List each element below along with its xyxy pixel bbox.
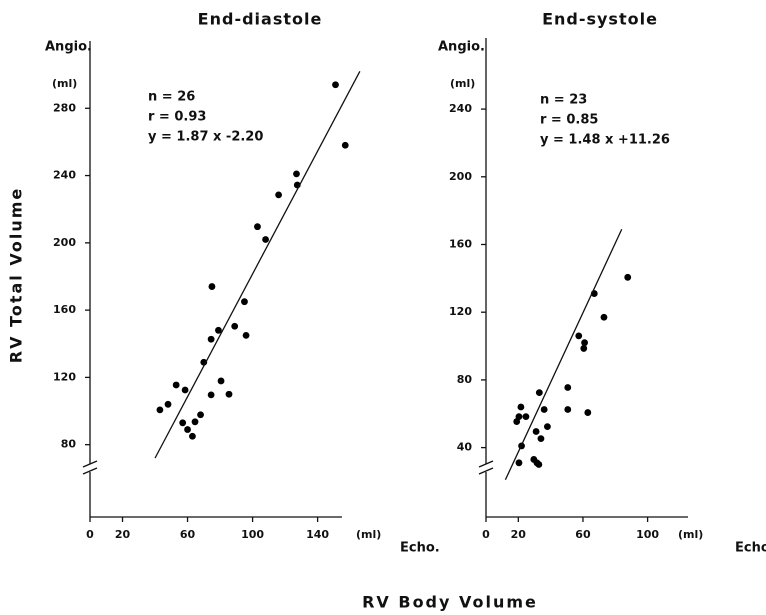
data-point	[207, 335, 215, 343]
data-point	[242, 331, 250, 339]
x-axis-title: RV Body Volume	[362, 593, 538, 612]
y-tick-label: 200	[449, 170, 472, 183]
data-point	[515, 413, 523, 421]
data-point	[535, 461, 543, 468]
x-tick-label: 140	[306, 528, 329, 541]
data-point	[189, 432, 196, 440]
data-point	[215, 326, 222, 334]
axis-break	[84, 464, 96, 472]
x-tick-label: 60	[180, 528, 196, 541]
data-point	[197, 411, 204, 419]
y-unit: (ml)	[52, 77, 77, 90]
data-point	[332, 81, 339, 89]
data-point	[207, 391, 215, 399]
data-point	[537, 435, 545, 443]
data-point	[564, 406, 572, 413]
data-point	[208, 283, 216, 290]
data-point	[275, 191, 282, 199]
data-point	[522, 413, 530, 421]
y-tick-label: 80	[61, 438, 77, 451]
x-tick-label: 0	[86, 528, 94, 541]
data-point	[600, 313, 608, 321]
axis-break-mark	[478, 460, 494, 468]
y-tick-label: 160	[449, 237, 472, 250]
stat-line: r = 0.93	[148, 110, 206, 125]
data-point	[262, 236, 269, 243]
axis-break-mark	[82, 467, 98, 475]
stat-line: r = 0.85	[540, 113, 598, 128]
data-point	[184, 426, 191, 433]
chart-title: End-systole	[542, 10, 658, 29]
data-point	[624, 273, 632, 281]
data-point	[164, 400, 172, 408]
x-unit: (ml)	[678, 528, 703, 541]
chart-title: End-diastole	[198, 10, 323, 29]
data-point	[581, 339, 588, 347]
axis-break	[480, 464, 492, 472]
y-tick-label: 160	[53, 303, 76, 316]
data-point	[575, 332, 583, 340]
data-point	[544, 423, 551, 431]
y-unit: (ml)	[450, 77, 475, 90]
y-tick-label: 120	[53, 370, 76, 383]
data-point	[172, 381, 180, 389]
y-axis-title: RV Total Volume	[7, 187, 26, 363]
data-point	[241, 298, 248, 306]
data-point	[225, 390, 233, 398]
x-tick-label: 20	[511, 528, 527, 541]
regression-line	[504, 228, 623, 481]
data-point	[217, 377, 225, 385]
data-point	[532, 428, 540, 435]
data-point	[181, 386, 189, 394]
data-point	[564, 384, 572, 391]
data-point	[515, 459, 523, 467]
x-tick-label: 20	[115, 528, 131, 541]
data-point	[254, 223, 261, 231]
data-point	[535, 389, 543, 396]
y-tick-label: 200	[53, 236, 76, 249]
stat-line: n = 23	[540, 93, 587, 108]
data-point	[191, 418, 199, 426]
y-tick-label: 240	[449, 102, 472, 115]
y-tick-label: 40	[457, 441, 473, 454]
y-axis-label: Angio.	[45, 40, 92, 55]
y-tick-label: 80	[457, 373, 473, 386]
y-axis-label: Angio.	[438, 40, 485, 55]
stat-line: y = 1.87 x -2.20	[148, 130, 263, 145]
data-point	[540, 406, 548, 413]
x-unit: (ml)	[356, 528, 381, 541]
y-tick-label: 240	[53, 169, 76, 182]
data-point	[517, 403, 525, 411]
data-point	[580, 345, 588, 352]
axis-break-mark	[478, 467, 494, 475]
x-axis-label: Echo.	[400, 541, 440, 556]
x-tick-label: 100	[241, 528, 264, 541]
axis-break-mark	[82, 460, 98, 468]
x-axis-label: Echo.	[735, 541, 766, 556]
y-tick-label: 120	[449, 305, 472, 318]
x-tick-label: 100	[636, 528, 659, 541]
data-point	[293, 170, 300, 178]
x-tick-label: 60	[575, 528, 591, 541]
stat-line: n = 26	[148, 90, 195, 105]
data-point	[341, 141, 349, 149]
data-point	[179, 419, 187, 427]
data-point	[231, 322, 239, 330]
stat-line: y = 1.48 x +11.26	[540, 133, 670, 148]
data-point	[156, 406, 164, 414]
data-point	[584, 409, 592, 416]
y-tick-label: 280	[53, 101, 76, 114]
regression-line	[154, 70, 361, 459]
x-tick-label: 0	[482, 528, 490, 541]
